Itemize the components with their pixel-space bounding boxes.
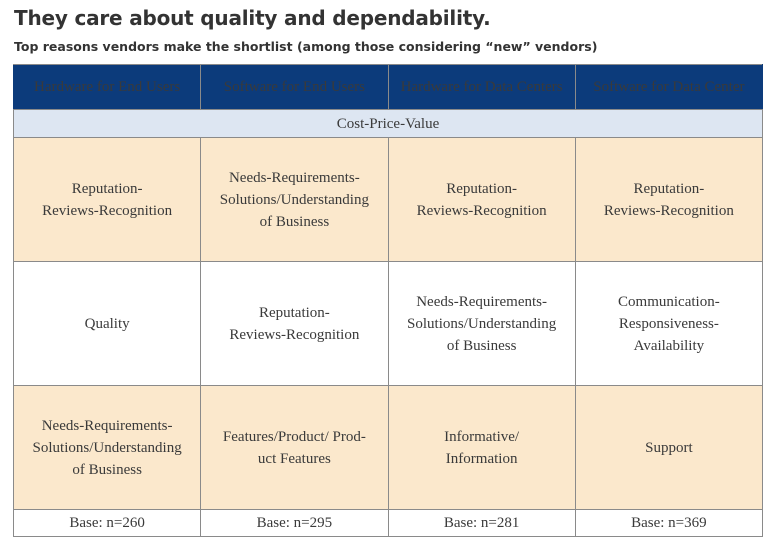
- table-row: Quality Reputation- Reviews-Recognition N…: [12, 261, 764, 386]
- column-header-hardware-data-centers: Hardware for Data Centers: [387, 64, 576, 110]
- cell-text-line: Support: [645, 439, 693, 456]
- table-cell: Needs-Requirements- Solutions/Understandi…: [387, 261, 576, 386]
- category-cell: Cost-Price-Value: [13, 109, 763, 138]
- cell-text-line: Availability: [633, 337, 705, 354]
- cell-text-line: Needs-Requirements-: [228, 169, 360, 186]
- table-row: Reputation- Reviews-Recognition Needs-Req…: [12, 137, 764, 262]
- table-cell: Reputation- Reviews-Recognition: [387, 137, 576, 262]
- cell-text-line: Reputation-: [71, 180, 143, 197]
- table-cell: Reputation- Reviews-Recognition: [12, 137, 202, 262]
- category-row: Cost-Price-Value: [13, 109, 763, 138]
- table-row: Needs-Requirements- Solutions/Understandi…: [12, 385, 764, 510]
- column-header-software-data-center: Software for Data Center: [574, 64, 764, 110]
- base-count: Base: n=369: [574, 509, 764, 537]
- cell-text-line: Quality: [84, 315, 130, 332]
- cell-text-line: Reputation-: [258, 304, 330, 321]
- table-cell: Needs-Requirements- Solutions/Understandi…: [200, 137, 389, 262]
- cell-text-line: Needs-Requirements-: [41, 417, 173, 434]
- cell-text-line: Information: [445, 450, 518, 467]
- cell-text-line: Features/Product/ Prod-: [222, 428, 366, 445]
- base-count: Base: n=295: [200, 509, 389, 537]
- cell-text-line: Informative/: [444, 428, 520, 445]
- cell-text-line: Reviews-Recognition: [603, 202, 734, 219]
- cell-text-line: Reviews-Recognition: [229, 326, 360, 343]
- table-cell: Features/Product/ Prod-uct Features: [200, 385, 389, 510]
- table-cell: Support: [574, 385, 764, 510]
- cell-text-line: Reputation-: [633, 180, 705, 197]
- base-count: Base: n=260: [12, 509, 202, 537]
- column-header-software-end-users: Software for End Users: [200, 64, 389, 110]
- cell-text-line: Solutions/Understanding: [219, 191, 369, 208]
- header-row: Hardware for End Users Software for End …: [12, 64, 764, 110]
- cell-text-line: Reviews-Recognition: [42, 202, 173, 219]
- cell-text-line: Solutions/Understanding: [32, 439, 182, 456]
- cell-text-line: Reputation-: [446, 180, 518, 197]
- cell-text-line: Solutions/Understanding: [407, 315, 557, 332]
- column-header-hardware-end-users: Hardware for End Users: [12, 64, 202, 110]
- table-cell: Needs-Requirements- Solutions/Understandi…: [12, 385, 202, 510]
- cell-text-line: of Business: [446, 337, 517, 354]
- base-count: Base: n=281: [387, 509, 576, 537]
- table-cell: Quality: [12, 261, 202, 386]
- cell-text-line: Reviews-Recognition: [416, 202, 547, 219]
- cell-text-line: Communication-: [618, 293, 720, 310]
- cell-text-line: of Business: [259, 213, 330, 230]
- chart-title: They care about quality and dependabilit…: [14, 6, 491, 30]
- table-cell: Reputation- Reviews-Recognition: [574, 137, 764, 262]
- table-cell: Communication- Responsiveness- Availabilit…: [574, 261, 764, 386]
- table-cell: Informative/Information: [387, 385, 576, 510]
- cell-text-line: uct Features: [257, 450, 331, 467]
- table-cell: Reputation- Reviews-Recognition: [200, 261, 389, 386]
- cell-text-line: of Business: [72, 461, 142, 478]
- reasons-table: Hardware for End Users Software for End …: [12, 64, 764, 537]
- cell-text-line: Needs-Requirements-: [416, 293, 548, 310]
- chart-subtitle: Top reasons vendors make the shortlist (…: [14, 39, 598, 54]
- cell-text-line: Responsiveness-: [618, 315, 719, 332]
- base-row: Base: n=260 Base: n=295 Base: n=281 Base…: [12, 509, 764, 537]
